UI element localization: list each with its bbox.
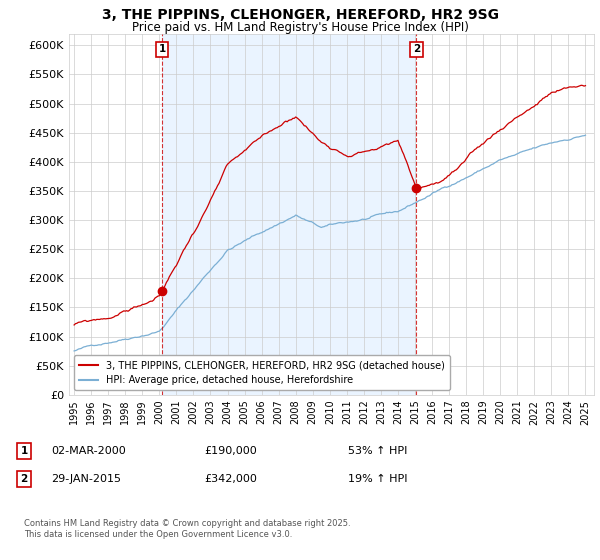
Bar — [162, 34, 416, 395]
Text: 3, THE PIPPINS, CLEHONGER, HEREFORD, HR2 9SG: 3, THE PIPPINS, CLEHONGER, HEREFORD, HR2… — [101, 8, 499, 22]
Text: 53% ↑ HPI: 53% ↑ HPI — [348, 446, 407, 456]
Legend: 3, THE PIPPINS, CLEHONGER, HEREFORD, HR2 9SG (detached house), HPI: Average pric: 3, THE PIPPINS, CLEHONGER, HEREFORD, HR2… — [74, 356, 449, 390]
Text: 1: 1 — [158, 44, 166, 54]
Text: 2: 2 — [20, 474, 28, 484]
Text: 1: 1 — [20, 446, 28, 456]
Text: £190,000: £190,000 — [204, 446, 257, 456]
Text: Price paid vs. HM Land Registry's House Price Index (HPI): Price paid vs. HM Land Registry's House … — [131, 21, 469, 34]
Text: £342,000: £342,000 — [204, 474, 257, 484]
Text: Contains HM Land Registry data © Crown copyright and database right 2025.
This d: Contains HM Land Registry data © Crown c… — [24, 520, 350, 539]
Text: 29-JAN-2015: 29-JAN-2015 — [51, 474, 121, 484]
Text: 19% ↑ HPI: 19% ↑ HPI — [348, 474, 407, 484]
Text: 2: 2 — [413, 44, 420, 54]
Text: 02-MAR-2000: 02-MAR-2000 — [51, 446, 126, 456]
